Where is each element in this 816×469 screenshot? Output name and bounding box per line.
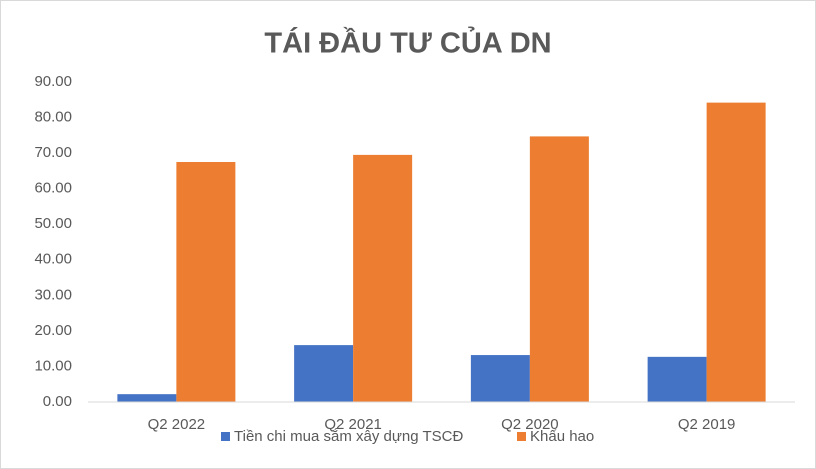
bar xyxy=(647,356,707,402)
y-tick-label: 90.00 xyxy=(34,73,72,90)
y-tick-label: 60.00 xyxy=(34,180,72,197)
y-tick-label: 30.00 xyxy=(34,286,72,303)
y-tick-label: 70.00 xyxy=(34,144,72,161)
y-tick-label: 0.00 xyxy=(43,393,72,410)
bar xyxy=(706,102,766,402)
y-tick-label: 20.00 xyxy=(34,322,72,339)
chart-title: TÁI ĐẦU TƯ CỦA DN xyxy=(264,26,551,60)
legend-swatch xyxy=(517,432,526,441)
bar xyxy=(117,394,177,402)
bar xyxy=(470,355,530,402)
y-tick-label: 10.00 xyxy=(34,357,72,374)
x-tick-label: Q2 2019 xyxy=(678,416,736,433)
legend-swatch xyxy=(221,432,230,441)
x-tick-label: Q2 2022 xyxy=(148,416,206,433)
y-tick-label: 80.00 xyxy=(34,109,72,126)
y-tick-label: 50.00 xyxy=(34,215,72,232)
bar xyxy=(176,162,236,402)
bar xyxy=(529,136,589,402)
bar xyxy=(353,154,413,402)
legend-label: Tiền chi mua sắm xây dựng TSCĐ xyxy=(234,428,463,445)
x-tick-label: Q2 2020 xyxy=(501,416,559,433)
y-tick-label: 40.00 xyxy=(34,251,72,268)
x-tick-label: Q2 2021 xyxy=(324,416,382,433)
bar xyxy=(294,345,354,402)
legend-label: Khấu hao xyxy=(530,428,594,445)
